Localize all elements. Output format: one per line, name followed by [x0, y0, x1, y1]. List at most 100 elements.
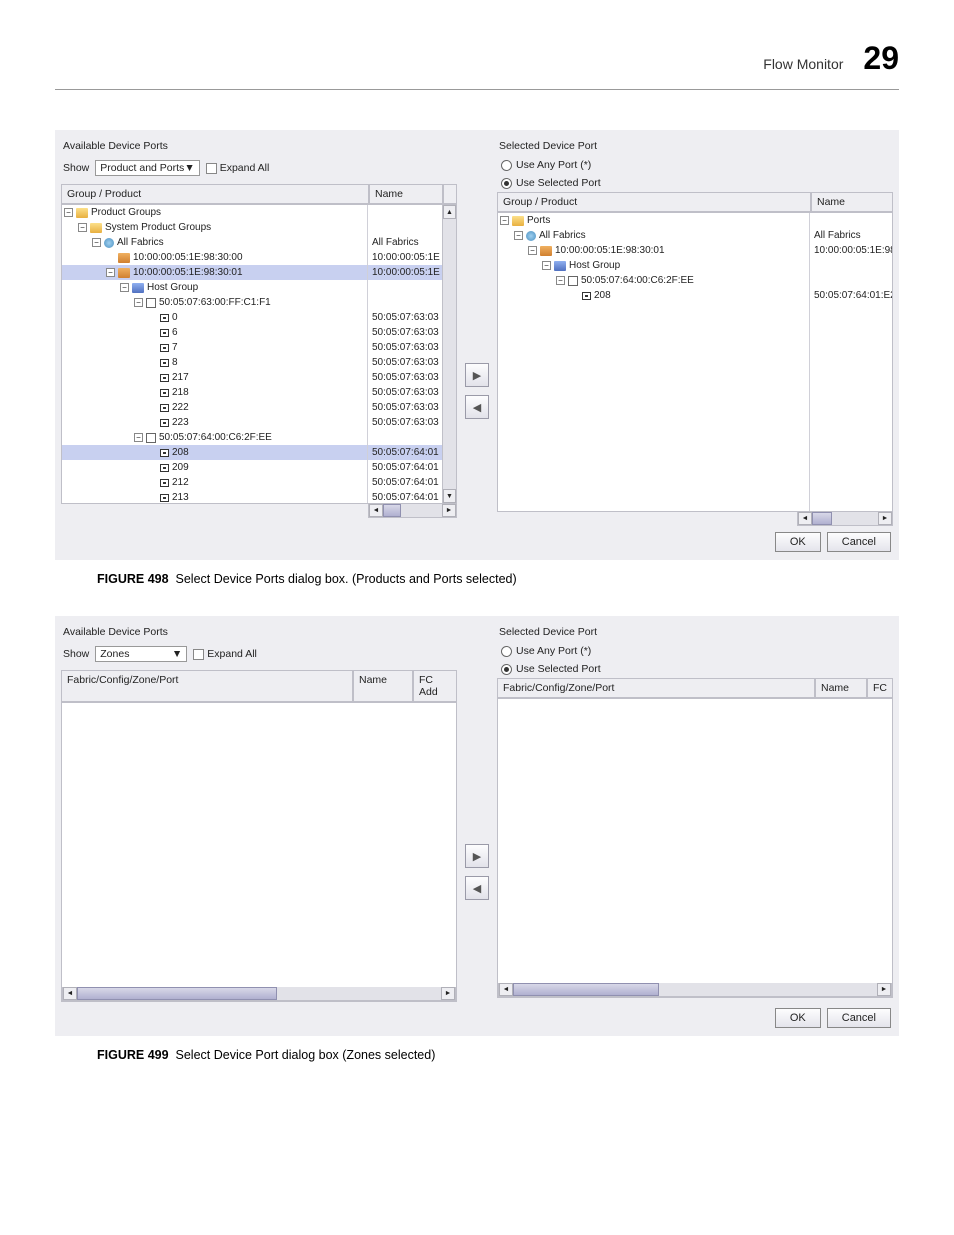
col-name-header[interactable]: Name [811, 192, 893, 212]
name-cell: 10:00:00:05:1E [368, 265, 442, 280]
h-scrollbar[interactable]: ◄ ► [368, 504, 457, 518]
col-fc-header[interactable]: FC [867, 678, 893, 698]
tree-row[interactable]: 212 [62, 475, 367, 490]
expand-icon[interactable]: − [514, 231, 523, 240]
tree-row[interactable]: −All Fabrics [62, 235, 367, 250]
tree-row[interactable]: −10:00:00:05:1E:98:30:01 [62, 265, 367, 280]
tree-row[interactable]: 208 [498, 288, 809, 303]
expand-icon[interactable]: − [64, 208, 73, 217]
col-name-header[interactable]: Name [369, 184, 443, 204]
cancel-button[interactable]: Cancel [827, 532, 891, 552]
expand-icon[interactable]: − [134, 433, 143, 442]
scroll-left-icon[interactable]: ◄ [63, 987, 77, 1000]
radio-selected-port[interactable]: Use Selected Port [497, 660, 893, 678]
name-cell: 50:05:07:63:03 [368, 385, 442, 400]
tree-row[interactable]: −Ports [498, 213, 809, 228]
tree-label: 208 [172, 447, 189, 458]
available-tree[interactable]: −Product Groups−System Product Groups−Al… [62, 205, 368, 503]
expand-icon[interactable]: − [120, 283, 129, 292]
radio-any-port[interactable]: Use Any Port (*) [497, 156, 893, 174]
page-number: 29 [863, 40, 899, 77]
name-cell: 50:05:07:63:03 [368, 340, 442, 355]
port-icon [582, 292, 591, 300]
tree-row[interactable]: 217 [62, 370, 367, 385]
tree-row[interactable]: −System Product Groups [62, 220, 367, 235]
chevron-down-icon: ▼ [184, 162, 194, 174]
add-button[interactable]: ▶ [465, 844, 489, 868]
show-select[interactable]: Zones ▼ [95, 646, 187, 662]
name-cell: 50:05:07:64:01:E2 [810, 288, 892, 303]
tree-row[interactable]: −Product Groups [62, 205, 367, 220]
col-fabric-header[interactable]: Fabric/Config/Zone/Port [497, 678, 815, 698]
expand-icon[interactable]: − [556, 276, 565, 285]
h-scrollbar[interactable]: ◄ ► [498, 983, 892, 997]
tree-row[interactable]: −10:00:00:05:1E:98:30:01 [498, 243, 809, 258]
expand-icon[interactable]: − [92, 238, 101, 247]
col-group-header[interactable]: Group / Product [61, 184, 369, 204]
cancel-button[interactable]: Cancel [827, 1008, 891, 1028]
name-cell: 50:05:07:63:03 [368, 400, 442, 415]
tree-row[interactable]: 223 [62, 415, 367, 430]
scroll-right-icon[interactable]: ► [441, 987, 455, 1000]
tree-row[interactable]: 213 [62, 490, 367, 503]
h-scrollbar[interactable]: ◄ ► [62, 987, 456, 1001]
tree-row[interactable]: − 50:05:07:64:00:C6:2F:EE [498, 273, 809, 288]
col-name-header[interactable]: Name [815, 678, 867, 698]
scroll-right-icon[interactable]: ► [877, 983, 891, 996]
expand-all-checkbox[interactable]: Expand All [206, 162, 270, 174]
scroll-left-icon[interactable]: ◄ [798, 512, 812, 525]
expand-icon[interactable]: − [134, 298, 143, 307]
tree-row[interactable]: 8 [62, 355, 367, 370]
tree-row[interactable]: 0 [62, 310, 367, 325]
scroll-up-icon[interactable]: ▲ [443, 205, 456, 219]
ok-button[interactable]: OK [775, 532, 821, 552]
selected-tree[interactable]: −Ports−All Fabrics−10:00:00:05:1E:98:30:… [498, 213, 810, 511]
tree-row[interactable]: −50:05:07:63:00:FF:C1:F1 [62, 295, 367, 310]
scroll-left-icon[interactable]: ◄ [499, 983, 513, 996]
dialog-products-ports: Available Device Ports Show Product and … [55, 130, 899, 560]
tree-row[interactable]: −Host Group [498, 258, 809, 273]
port-icon [160, 329, 169, 337]
expand-icon[interactable]: − [528, 246, 537, 255]
col-group-header[interactable]: Group / Product [497, 192, 811, 212]
name-cell: 50:05:07:64:01 [368, 445, 442, 460]
remove-button[interactable]: ◀ [465, 876, 489, 900]
tree-row[interactable]: 209 [62, 460, 367, 475]
selected-title: Selected Device Port [497, 136, 893, 156]
expand-icon[interactable]: − [542, 261, 551, 270]
tree-row[interactable]: 222 [62, 400, 367, 415]
tree-row[interactable]: −Host Group [62, 280, 367, 295]
add-button[interactable]: ▶ [465, 363, 489, 387]
tree-label: 0 [172, 312, 178, 323]
tree-row[interactable]: 10:00:00:05:1E:98:30:00 [62, 250, 367, 265]
col-fabric-header[interactable]: Fabric/Config/Zone/Port [61, 670, 353, 702]
expand-icon[interactable]: − [78, 223, 87, 232]
expand-icon[interactable]: − [106, 268, 115, 277]
tree-row[interactable]: 7 [62, 340, 367, 355]
tree-row[interactable]: 6 [62, 325, 367, 340]
port-icon [160, 449, 169, 457]
tree-row[interactable]: −All Fabrics [498, 228, 809, 243]
tree-row[interactable]: −50:05:07:64:00:C6:2F:EE [62, 430, 367, 445]
name-cell [368, 280, 442, 295]
tree-label: 50:05:07:64:00:C6:2F:EE [581, 275, 694, 286]
v-scrollbar[interactable]: ▲ ▼ [442, 205, 456, 503]
remove-button[interactable]: ◀ [465, 395, 489, 419]
radio-selected-port[interactable]: Use Selected Port [497, 174, 893, 192]
col-name-header[interactable]: Name [353, 670, 413, 702]
show-select[interactable]: Product and Ports ▼ [95, 160, 199, 176]
tree-row[interactable]: 218 [62, 385, 367, 400]
h-scrollbar[interactable]: ◄ ► [797, 512, 893, 526]
scroll-right-icon[interactable]: ► [442, 504, 456, 517]
scroll-left-icon[interactable]: ◄ [369, 504, 383, 517]
ok-button[interactable]: OK [775, 1008, 821, 1028]
selected-body-empty: ◄ ► [497, 698, 893, 998]
scroll-right-icon[interactable]: ► [878, 512, 892, 525]
radio-any-port[interactable]: Use Any Port (*) [497, 642, 893, 660]
scroll-down-icon[interactable]: ▼ [443, 489, 456, 503]
port-icon [160, 374, 169, 382]
col-fc-header[interactable]: FC Add [413, 670, 457, 702]
expand-all-checkbox[interactable]: Expand All [193, 648, 257, 660]
expand-icon[interactable]: − [500, 216, 509, 225]
tree-row[interactable]: 208 [62, 445, 367, 460]
